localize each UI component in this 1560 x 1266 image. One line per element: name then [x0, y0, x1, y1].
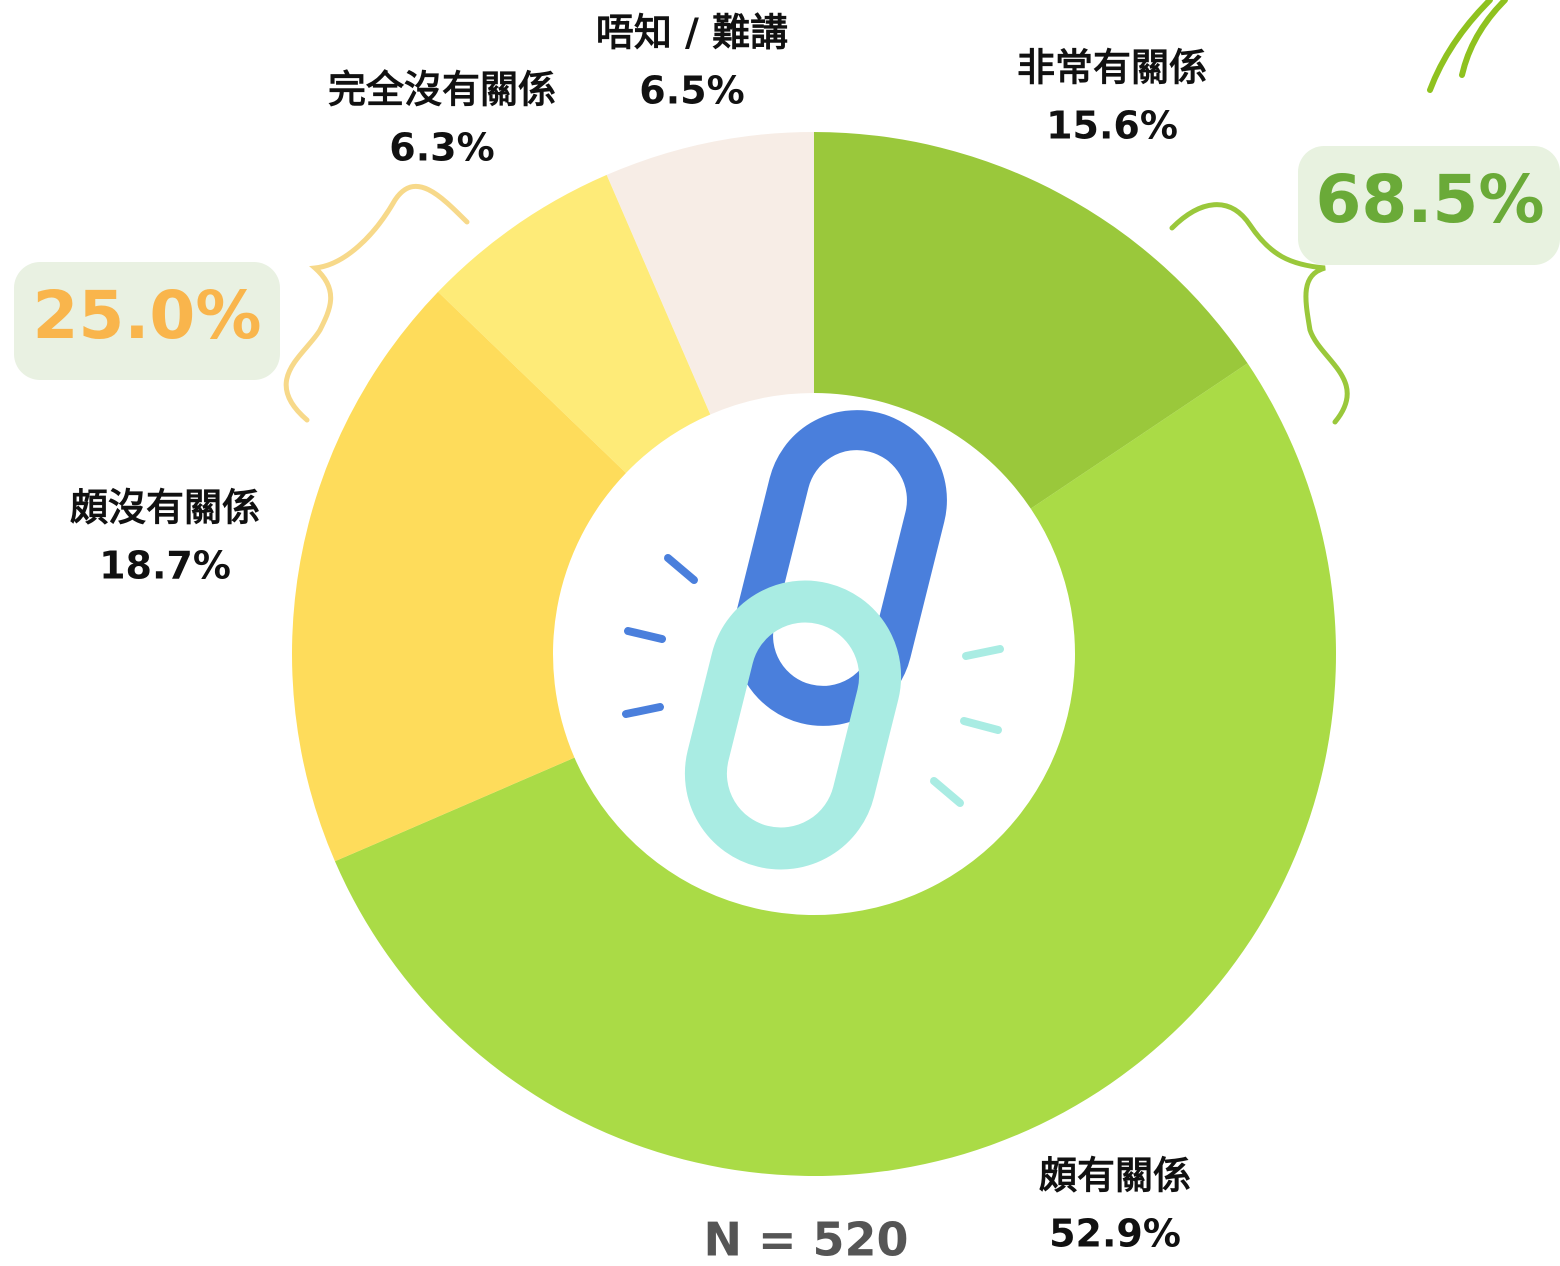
slice [814, 132, 1248, 509]
slice-value: 15.6% [1046, 104, 1178, 148]
brace [1169, 202, 1350, 425]
slice [334, 363, 1337, 1177]
slice-value: 18.7% [99, 544, 231, 588]
slice-label: 完全沒有關係 [328, 68, 556, 112]
chain-icon [622, 410, 1004, 870]
decoration [1427, 0, 1508, 93]
slice-value: 6.5% [639, 69, 744, 113]
sample-size: N = 520 [703, 1213, 908, 1266]
slice-value: 6.3% [389, 126, 494, 170]
slice [437, 174, 711, 473]
slice-label: 頗沒有關係 [70, 486, 260, 530]
slice-label: 唔知 / 難講 [596, 11, 788, 55]
callout-box [14, 262, 280, 380]
slice-label: 頗有關係 [1039, 1154, 1191, 1198]
brace [283, 184, 470, 423]
slice-label: 非常有關係 [1017, 46, 1207, 90]
callout-total-related: 68.5% [1316, 161, 1545, 238]
slice [606, 132, 814, 415]
slice [292, 291, 626, 862]
slice-value: 52.9% [1049, 1212, 1181, 1256]
callout-total-unrelated: 25.0% [33, 277, 262, 354]
callout-box [1298, 146, 1560, 265]
